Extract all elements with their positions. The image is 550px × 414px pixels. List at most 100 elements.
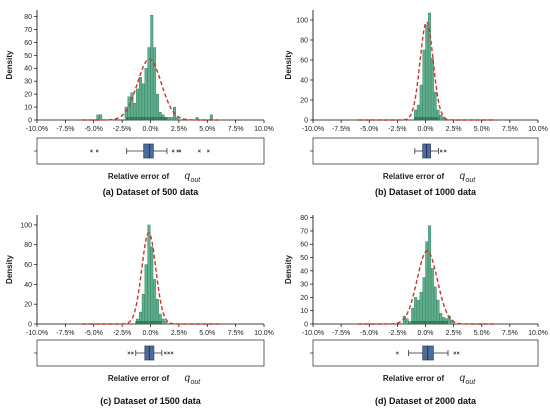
x-tick-label: -2.5%: [388, 330, 406, 337]
y-tick-label: 70: [24, 27, 32, 34]
x-tick-label: 5.0%: [474, 330, 490, 337]
y-tick-label: 10: [24, 105, 32, 112]
histogram-bar: [138, 77, 142, 121]
outlier-point: [453, 351, 457, 355]
x-tick-label: 5.0%: [474, 126, 490, 133]
x-axis-label-variable: q: [185, 171, 191, 182]
histogram-bar: [425, 24, 429, 121]
outlier-point: [95, 149, 99, 153]
outlier-point: [167, 351, 171, 355]
outlier-point: [456, 351, 460, 355]
x-tick-label: -10.0%: [26, 126, 48, 133]
x-tick-label: 5.0%: [199, 126, 215, 133]
y-tick-label: 0: [28, 322, 32, 329]
y-tick-label: 100: [20, 222, 32, 229]
y-tick-label: 0: [28, 118, 32, 125]
x-tick-label: 2.5%: [171, 126, 187, 133]
y-tick-label: 70: [300, 228, 308, 235]
rug-marks: [414, 117, 439, 120]
y-tick-label: 60: [300, 242, 308, 249]
outlier-point: [90, 149, 93, 153]
x-tick-label: 0.0%: [418, 126, 434, 133]
y-axis-label: Density: [284, 255, 293, 284]
y-tick-label: 20: [300, 295, 308, 302]
y-tick-label: 10: [300, 308, 308, 315]
x-axis-label-subscript: out: [191, 177, 202, 184]
histogram-bar: [411, 307, 415, 325]
histogram-bar: [422, 277, 426, 325]
histogram-bar: [147, 47, 151, 121]
rug-marks: [126, 117, 167, 120]
outlier-point: [176, 149, 180, 153]
x-axis-label-variable: q: [185, 373, 191, 384]
x-tick-label: -10.0%: [302, 330, 324, 337]
histogram-bar: [416, 299, 420, 325]
x-tick-label: 7.5%: [228, 126, 244, 133]
y-tick-label: 50: [24, 53, 32, 60]
outlier-point: [171, 149, 175, 153]
y-tick-label: 60: [24, 262, 32, 269]
y-axis-label: Density: [5, 50, 14, 79]
histogram-bar: [96, 114, 100, 121]
x-tick-label: -10.0%: [26, 330, 48, 337]
outlier-point: [127, 351, 131, 355]
x-tick-label: -5.0%: [360, 126, 378, 133]
histogram-bar: [428, 225, 432, 325]
histogram-bar: [422, 49, 426, 121]
y-axis-label: Density: [284, 50, 293, 79]
histogram-bar: [164, 320, 168, 325]
y-tick-label: 60: [300, 58, 308, 65]
histogram-bar: [155, 93, 159, 121]
x-tick-label: 5.0%: [199, 330, 215, 337]
x-tick-label: 7.5%: [502, 126, 518, 133]
outlier-point: [178, 149, 182, 153]
histogram-bar: [175, 117, 179, 121]
outlier-point: [206, 149, 210, 153]
histogram-bar: [428, 12, 432, 121]
histogram-bar: [144, 264, 148, 325]
histogram-bar: [433, 91, 437, 121]
outlier-point: [439, 149, 443, 153]
x-tick-label: 7.5%: [228, 330, 244, 337]
y-tick-label: 80: [24, 242, 32, 249]
x-tick-label: 10.0%: [528, 330, 548, 337]
histogram-bar: [433, 286, 437, 325]
histogram-bar: [430, 267, 434, 325]
y-tick-label: 100: [296, 18, 308, 25]
rug-marks: [135, 321, 162, 324]
y-tick-label: 80: [24, 14, 32, 21]
rug-marks: [408, 321, 448, 324]
x-tick-label: 10.0%: [528, 126, 548, 133]
outlier-point: [170, 351, 174, 355]
y-tick-label: 20: [24, 92, 32, 99]
histogram-bar: [430, 57, 434, 121]
kde-curve: [358, 250, 493, 325]
y-tick-label: 20: [24, 302, 32, 309]
histogram-bar: [170, 117, 174, 121]
x-tick-label: -2.5%: [113, 330, 131, 337]
histogram-bar: [425, 241, 429, 325]
histogram-bar: [141, 83, 145, 121]
histogram-bar: [167, 117, 171, 121]
kde-curve: [358, 21, 493, 121]
x-tick-label: -5.0%: [360, 330, 378, 337]
x-axis-label: Relative error of: [108, 374, 170, 383]
y-tick-label: 40: [24, 66, 32, 73]
x-tick-label: -7.5%: [56, 126, 74, 133]
x-axis-label: Relative error of: [383, 172, 445, 181]
outlier-point: [163, 351, 167, 355]
x-tick-label: -5.0%: [85, 126, 103, 133]
outlier-point: [130, 351, 134, 355]
iqr-box: [143, 143, 154, 159]
histogram-bar: [419, 291, 423, 325]
x-tick-label: -7.5%: [56, 330, 74, 337]
y-tick-label: 30: [300, 282, 308, 289]
x-axis-label: Relative error of: [383, 374, 445, 383]
x-tick-label: 0.0%: [143, 126, 159, 133]
x-tick-label: -7.5%: [332, 330, 350, 337]
histogram-bar: [141, 294, 145, 325]
histogram-bar: [150, 246, 154, 325]
chart-panel-2: 0 20 40 60 80 100 -10.0% -7.5% -5.0% -2.5% 0.0% 2.5…: [5, 215, 274, 406]
kde-curve: [82, 232, 219, 325]
x-tick-label: -2.5%: [388, 126, 406, 133]
